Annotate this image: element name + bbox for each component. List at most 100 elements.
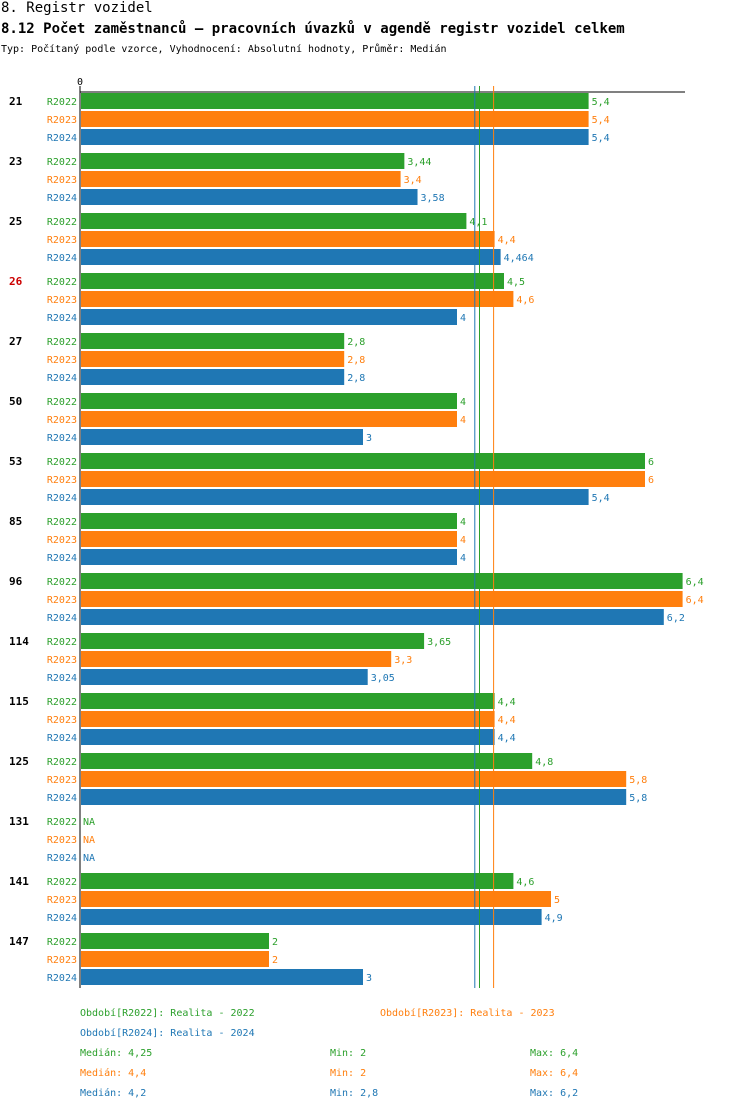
category-label: 114 — [9, 635, 29, 648]
data-label: 6 — [648, 457, 654, 468]
data-label: 3,05 — [371, 673, 395, 684]
legend-item-r2022: Období[R2022]: Realita - 2022 — [80, 1008, 255, 1019]
series-row-label: R2023 — [47, 115, 77, 126]
series-row-label: R2024 — [47, 253, 77, 264]
series-row-label: R2022 — [47, 877, 77, 888]
series-row-label: R2023 — [47, 235, 77, 246]
series-row-label: R2024 — [47, 133, 77, 144]
bar — [81, 771, 627, 787]
data-label: 4,6 — [516, 295, 534, 306]
data-label: 4,4 — [498, 733, 516, 744]
data-label: 4,6 — [516, 877, 534, 888]
data-label: 5,4 — [592, 115, 610, 126]
bar — [81, 753, 533, 769]
bar — [81, 351, 345, 367]
page-title: 8. Registr vozidel — [1, 0, 153, 16]
bar — [81, 231, 495, 247]
series-row-label: R2023 — [47, 535, 77, 546]
data-label: 6,2 — [667, 613, 685, 624]
data-label: 2,8 — [347, 337, 365, 348]
series-row-label: R2022 — [47, 277, 77, 288]
data-label: 5,4 — [592, 133, 610, 144]
category-label: 50 — [9, 395, 22, 408]
bar — [81, 549, 457, 565]
series-row-label: R2022 — [47, 217, 77, 228]
data-label: 4,8 — [535, 757, 553, 768]
category-label: 23 — [9, 155, 22, 168]
stat-median-r2023: Medián: 4,4 — [80, 1068, 147, 1079]
bar — [81, 213, 467, 229]
bar — [81, 969, 363, 985]
series-row-label: R2023 — [47, 475, 77, 486]
series-row-label: R2024 — [47, 433, 77, 444]
stat-min-r2024: Min: 2,8 — [330, 1088, 379, 1099]
bar — [81, 531, 457, 547]
stat-max-r2023: Max: 6,4 — [530, 1068, 579, 1079]
data-label: 4 — [460, 397, 466, 408]
bar — [81, 513, 457, 529]
category-label: 115 — [9, 695, 29, 708]
x-tick-label: 0 — [77, 77, 83, 88]
data-label: 2 — [272, 937, 278, 948]
series-row-label: R2022 — [47, 637, 77, 648]
data-label: 6,4 — [686, 577, 704, 588]
bar — [81, 789, 627, 805]
category-label: 21 — [9, 95, 23, 108]
data-label: 3,4 — [404, 175, 422, 186]
series-row-label: R2022 — [47, 937, 77, 948]
bar — [81, 291, 514, 307]
series-row-label: R2022 — [47, 157, 77, 168]
stat-max-r2022: Max: 6,4 — [530, 1048, 579, 1059]
bar — [81, 891, 551, 907]
bar — [81, 729, 495, 745]
bar — [81, 489, 589, 505]
series-row-label: R2024 — [47, 793, 77, 804]
bar — [81, 573, 683, 589]
data-label: 4,1 — [469, 217, 487, 228]
series-row-label: R2023 — [47, 595, 77, 606]
bar — [81, 273, 504, 289]
series-row-label: R2024 — [47, 913, 77, 924]
data-label: 6 — [648, 475, 654, 486]
series-row-label: R2023 — [47, 415, 77, 426]
stat-min-r2023: Min: 2 — [330, 1068, 367, 1079]
series-row-label: R2024 — [47, 373, 77, 384]
data-label: NA — [83, 817, 95, 828]
data-label: 5,8 — [629, 793, 647, 804]
data-label: 4,9 — [545, 913, 563, 924]
data-label: 5,4 — [592, 97, 610, 108]
series-row-label: R2023 — [47, 295, 77, 306]
series-row-label: R2022 — [47, 577, 77, 588]
data-label: 5 — [554, 895, 560, 906]
data-label: 2,8 — [347, 355, 365, 366]
series-row-label: R2022 — [47, 457, 77, 468]
series-row-label: R2022 — [47, 697, 77, 708]
category-label: 125 — [9, 755, 29, 768]
bar — [81, 471, 645, 487]
bar — [81, 651, 392, 667]
bar — [81, 153, 405, 169]
bar — [81, 669, 368, 685]
series-row-label: R2023 — [47, 655, 77, 666]
category-label: 147 — [9, 935, 29, 948]
bar — [81, 93, 589, 109]
bar — [81, 933, 269, 949]
data-label: 6,4 — [686, 595, 704, 606]
data-label: 2 — [272, 955, 278, 966]
category-label: 96 — [9, 575, 23, 588]
bar — [81, 129, 589, 145]
category-label: 25 — [9, 215, 22, 228]
data-label: 4 — [460, 553, 466, 564]
bar — [81, 453, 645, 469]
series-row-label: R2023 — [47, 955, 77, 966]
series-row-label: R2024 — [47, 973, 77, 984]
data-label: 3 — [366, 973, 372, 984]
data-label: 3 — [366, 433, 372, 444]
legend-item-r2023: Období[R2023]: Realita - 2023 — [380, 1008, 555, 1019]
series-row-label: R2022 — [47, 337, 77, 348]
series-row-label: R2024 — [47, 493, 77, 504]
data-label: NA — [83, 835, 95, 846]
series-row-label: R2023 — [47, 775, 77, 786]
stat-min-r2022: Min: 2 — [330, 1048, 367, 1059]
